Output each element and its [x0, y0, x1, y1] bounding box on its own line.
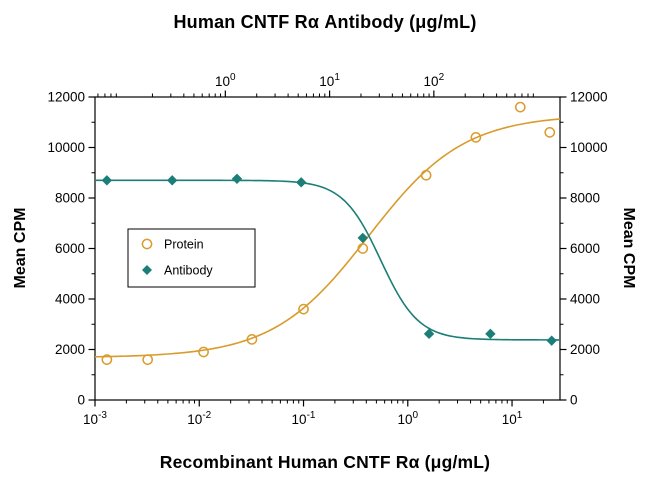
left-axis-tick-label: 2000 — [55, 342, 85, 357]
data-point-protein — [357, 243, 369, 254]
data-point-antibody — [546, 335, 557, 346]
left-axis-tick-label: 12000 — [47, 90, 85, 105]
bottom-axis-tick-label: 101 — [502, 410, 523, 427]
right-axis-tick-label: 12000 — [570, 90, 608, 105]
data-point-protein — [544, 127, 556, 138]
left-axis-title: Mean CPM — [12, 207, 29, 289]
data-point-protein — [101, 354, 113, 365]
data-point-protein — [246, 334, 258, 345]
left-axis-tick-label: 4000 — [55, 292, 85, 307]
data-point-protein — [420, 169, 432, 181]
data-point-antibody — [295, 177, 307, 188]
bottom-axis-tick-label: 10-1 — [292, 410, 316, 427]
data-point-antibody — [423, 328, 435, 340]
right-axis-tick-label: 10000 — [570, 140, 608, 155]
right-axis-title: Mean CPM — [620, 207, 637, 289]
legend-label-antibody: Antibody — [164, 264, 213, 278]
data-point-antibody — [231, 173, 243, 185]
bottom-axis-tick-label: 10-2 — [187, 410, 211, 427]
data-point-antibody — [101, 175, 113, 186]
data-point-antibody — [485, 328, 496, 340]
legend: Protein Antibody — [127, 228, 256, 288]
bottom-axis-tick-label: 100 — [397, 410, 418, 427]
legend-label-protein: Protein — [164, 238, 204, 252]
left-axis-tick-label: 0 — [77, 393, 85, 408]
right-axis-tick-label: 6000 — [570, 241, 600, 256]
data-point-protein — [470, 132, 482, 143]
top-axis-tick-label: 102 — [424, 72, 445, 89]
right-axis-tick-label: 0 — [570, 393, 578, 408]
legend-box — [127, 228, 256, 288]
fit-curve-protein — [94, 118, 561, 358]
left-axis-tick-label: 6000 — [55, 241, 85, 256]
right-axis-tick-label: 8000 — [570, 191, 600, 206]
data-point-antibody — [357, 232, 368, 244]
data-point-protein — [142, 354, 154, 365]
right-axis-tick-label: 4000 — [570, 292, 600, 307]
top-axis-title: Human CNTF Rα Antibody (μg/mL) — [173, 12, 477, 32]
data-point-antibody — [166, 175, 178, 186]
top-axis-tick-label: 100 — [215, 72, 236, 89]
plot-area: 10-3 10-2 10-1 100 101 100 101 102 0 0 2000 2000 400… — [47, 72, 607, 427]
legend-marker-antibody — [142, 265, 152, 275]
bottom-axis-tick-label: 10-3 — [83, 410, 107, 427]
left-axis-tick-label: 10000 — [47, 140, 85, 155]
legend-marker-protein — [141, 238, 153, 250]
data-point-protein — [198, 346, 209, 358]
top-axis-tick-label: 101 — [319, 72, 340, 89]
data-point-protein — [298, 303, 309, 315]
right-axis-tick-label: 2000 — [570, 342, 600, 357]
data-point-protein — [514, 101, 526, 113]
bottom-axis-title: Recombinant Human CNTF Rα (μg/mL) — [159, 452, 491, 472]
left-axis-tick-label: 8000 — [55, 191, 85, 206]
